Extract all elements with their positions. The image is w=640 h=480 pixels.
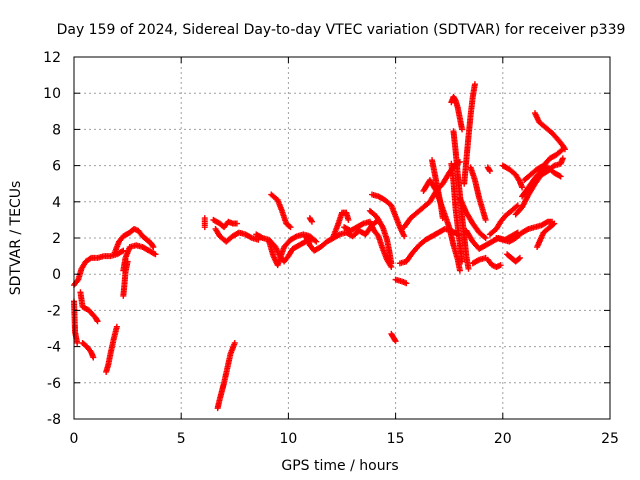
data-point (392, 338, 399, 345)
data-point (559, 155, 566, 162)
data-point (481, 233, 488, 240)
data-point (286, 223, 293, 230)
data-point (515, 255, 522, 262)
data-point (151, 250, 158, 257)
y-tick-label: 4 (52, 195, 61, 211)
data-point (94, 318, 101, 325)
data-point (231, 339, 238, 346)
x-tick-label: 10 (279, 431, 297, 447)
x-tick-label: 5 (177, 431, 186, 447)
data-point (74, 339, 81, 346)
data-point (486, 168, 493, 175)
data-point (465, 265, 472, 272)
data-point (391, 336, 398, 343)
x-axis-label: GPS time / hours (281, 458, 398, 474)
data-point (403, 280, 410, 287)
data-point (471, 81, 478, 88)
data-point (519, 184, 526, 191)
data-point (561, 146, 568, 153)
y-tick-label: -4 (47, 340, 61, 356)
data-point (561, 145, 568, 152)
data-point (359, 221, 366, 228)
data-point (486, 166, 493, 173)
data-point (557, 173, 564, 180)
x-tick-label: 20 (494, 431, 512, 447)
data-point (556, 172, 563, 179)
data-point (93, 317, 100, 324)
data-point (150, 244, 157, 251)
data-point (401, 233, 408, 240)
data-point (308, 217, 315, 224)
data-point (90, 354, 97, 361)
data-point (551, 220, 558, 227)
y-tick-label: 12 (43, 50, 61, 66)
data-point (456, 267, 463, 274)
data-point (439, 215, 446, 222)
y-tick-label: 8 (52, 122, 61, 138)
data-point (287, 224, 294, 231)
y-tick-label: 10 (43, 86, 61, 102)
data-point (459, 258, 466, 265)
data-point (149, 242, 156, 249)
x-tick-label: 0 (70, 431, 79, 447)
data-point (543, 219, 550, 226)
data-point (120, 247, 127, 254)
data-point (497, 262, 504, 269)
data-point (513, 203, 520, 210)
data-point (311, 237, 318, 244)
data-point (119, 248, 126, 255)
data-point (550, 221, 557, 228)
y-tick-label: 2 (52, 231, 61, 247)
data-point (292, 233, 299, 240)
data-point (514, 202, 521, 209)
data-points (71, 81, 568, 412)
y-tick-label: 6 (52, 159, 61, 175)
data-point (113, 323, 120, 330)
data-point (459, 126, 466, 133)
y-tick-label: 0 (52, 267, 61, 283)
data-point (388, 260, 395, 267)
data-point (258, 234, 265, 241)
y-axis-label: SDTVAR / TECUs (8, 181, 24, 296)
chart-title: Day 159 of 2024, Sidereal Day-to-day VTE… (57, 22, 626, 38)
x-tick-label: 25 (601, 431, 619, 447)
axes: 0 5 10 15 20 25 -8 -6 -4 -2 0 2 4 6 8 10 12 (43, 50, 619, 447)
data-point (247, 234, 254, 241)
data-point (524, 226, 531, 233)
data-point (233, 220, 240, 227)
y-tick-label: -2 (47, 303, 61, 319)
data-point (124, 258, 131, 265)
data-point (308, 218, 315, 225)
grid (74, 57, 610, 419)
data-point (516, 254, 523, 261)
data-point (201, 224, 208, 231)
y-tick-label: -6 (47, 376, 61, 392)
y-tick-label: -8 (47, 412, 61, 428)
x-tick-label: 15 (387, 431, 405, 447)
data-point (474, 257, 481, 264)
data-point (482, 235, 489, 241)
data-point (345, 216, 352, 223)
data-point (313, 238, 320, 245)
data-point (482, 216, 489, 223)
data-point (152, 251, 159, 258)
